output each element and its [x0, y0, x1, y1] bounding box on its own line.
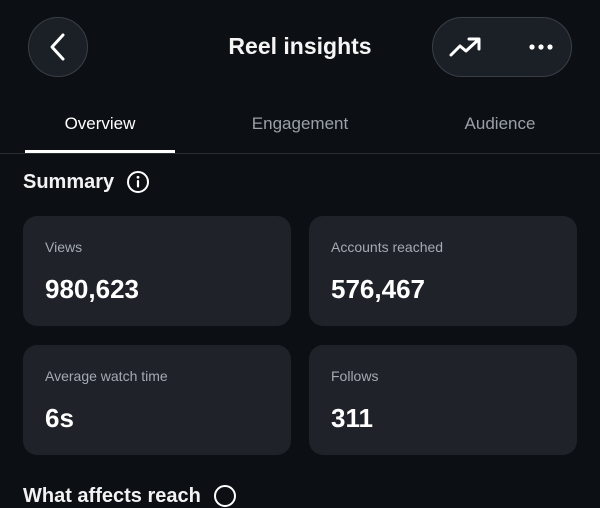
chevron-left-icon — [47, 32, 69, 62]
views-card[interactable]: Views 980,623 — [23, 216, 291, 326]
tab-audience[interactable]: Audience — [464, 114, 536, 133]
header-actions — [432, 17, 572, 77]
views-value: 980,623 — [45, 274, 139, 304]
tab-overview[interactable]: Overview — [64, 114, 136, 133]
reach-factors-title: What affects reach — [23, 484, 201, 507]
summary-header: Summary — [23, 170, 150, 194]
tab-engagement[interactable]: Engagement — [251, 114, 349, 133]
page-title: Reel insights — [228, 33, 372, 59]
trending-up-icon — [448, 36, 482, 58]
accounts-reached-card[interactable]: Accounts reached 576,467 — [309, 216, 577, 326]
average-watch-time-card[interactable]: Average watch time 6s — [23, 345, 291, 455]
reach-factors-header: What affects reach — [23, 484, 237, 508]
accounts-reached-value: 576,467 — [331, 274, 425, 304]
info-icon[interactable] — [126, 170, 150, 194]
average-watch-time-label: Average watch time — [45, 368, 168, 384]
active-tab-indicator — [25, 150, 175, 153]
more-horizontal-icon — [528, 43, 554, 51]
tab-bar: Overview Engagement Audience — [0, 100, 600, 154]
follows-value: 311 — [331, 403, 373, 433]
more-button[interactable] — [523, 18, 559, 76]
accounts-reached-label: Accounts reached — [331, 239, 444, 255]
average-watch-time-value: 6s — [45, 403, 74, 433]
follows-card[interactable]: Follows 311 — [309, 345, 577, 455]
follows-label: Follows — [331, 368, 379, 384]
trend-button[interactable] — [447, 18, 483, 76]
back-button[interactable] — [28, 17, 88, 77]
info-icon[interactable] — [213, 484, 237, 508]
views-label: Views — [45, 239, 83, 255]
summary-title: Summary — [23, 170, 115, 193]
